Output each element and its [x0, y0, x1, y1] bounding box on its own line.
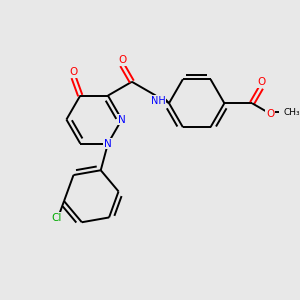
Text: Cl: Cl: [51, 213, 61, 223]
Text: O: O: [70, 68, 78, 77]
Text: CH₃: CH₃: [284, 108, 300, 117]
Text: O: O: [266, 109, 275, 118]
Text: N: N: [104, 139, 112, 148]
Text: O: O: [118, 55, 126, 65]
Text: O: O: [257, 77, 265, 87]
Text: N: N: [118, 115, 126, 124]
Text: NH: NH: [151, 96, 165, 106]
